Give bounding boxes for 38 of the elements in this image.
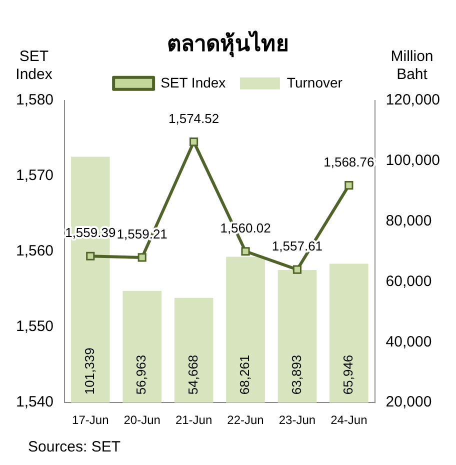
y2-tick-label: 100,000 [386,152,440,169]
source-note: Sources: SET [28,438,121,456]
y-tick-label: 1,540 [16,394,54,411]
x-tick-label: 21-Jun [175,413,212,428]
data-label: 68,261 [237,354,252,395]
x-tick-label: 17-Jun [72,413,109,428]
data-label: 1,568.76 [324,154,374,170]
data-label: 54,668 [185,354,200,395]
chart-title: ตลาดหุ้นไทย [167,30,289,58]
point [344,181,354,190]
point [292,265,302,274]
y2-tick-label: 80,000 [386,212,432,230]
point [190,138,198,146]
data-label: 1,574.52 [168,110,220,126]
x-tick-label: 23-Jun [278,413,316,428]
legend-label: Turnover [286,74,343,90]
data-label: 1,559.39 [65,225,116,240]
y2-tick-label: 120,000 [386,92,440,109]
x-tick-label: 22-Jun [227,413,264,428]
point [138,253,146,262]
y-tick-label: 1,550 [16,318,54,336]
data-label: 101,339 [82,348,97,395]
y-tick-label: 1,570 [16,167,54,184]
point [241,247,250,256]
y-tick-label: 1,580 [16,92,54,109]
data-label: 63,893 [288,354,304,395]
y2-tick-label: 40,000 [386,333,432,350]
point [86,252,95,260]
y2-axis-title: Million Baht [390,48,434,84]
legend-label: SET Index [160,74,226,90]
y-tick-label: 1,560 [16,242,54,260]
data-label: 65,946 [340,354,356,395]
data-label: 56,963 [134,354,149,395]
x-tick-label: 20-Jun [124,413,160,428]
y-axis-title: SET Index [16,48,53,84]
y2-tick-label: 60,000 [386,272,432,290]
x-tick-label: 24-Jun [330,413,368,428]
y2-tick-label: 20,000 [386,394,432,411]
